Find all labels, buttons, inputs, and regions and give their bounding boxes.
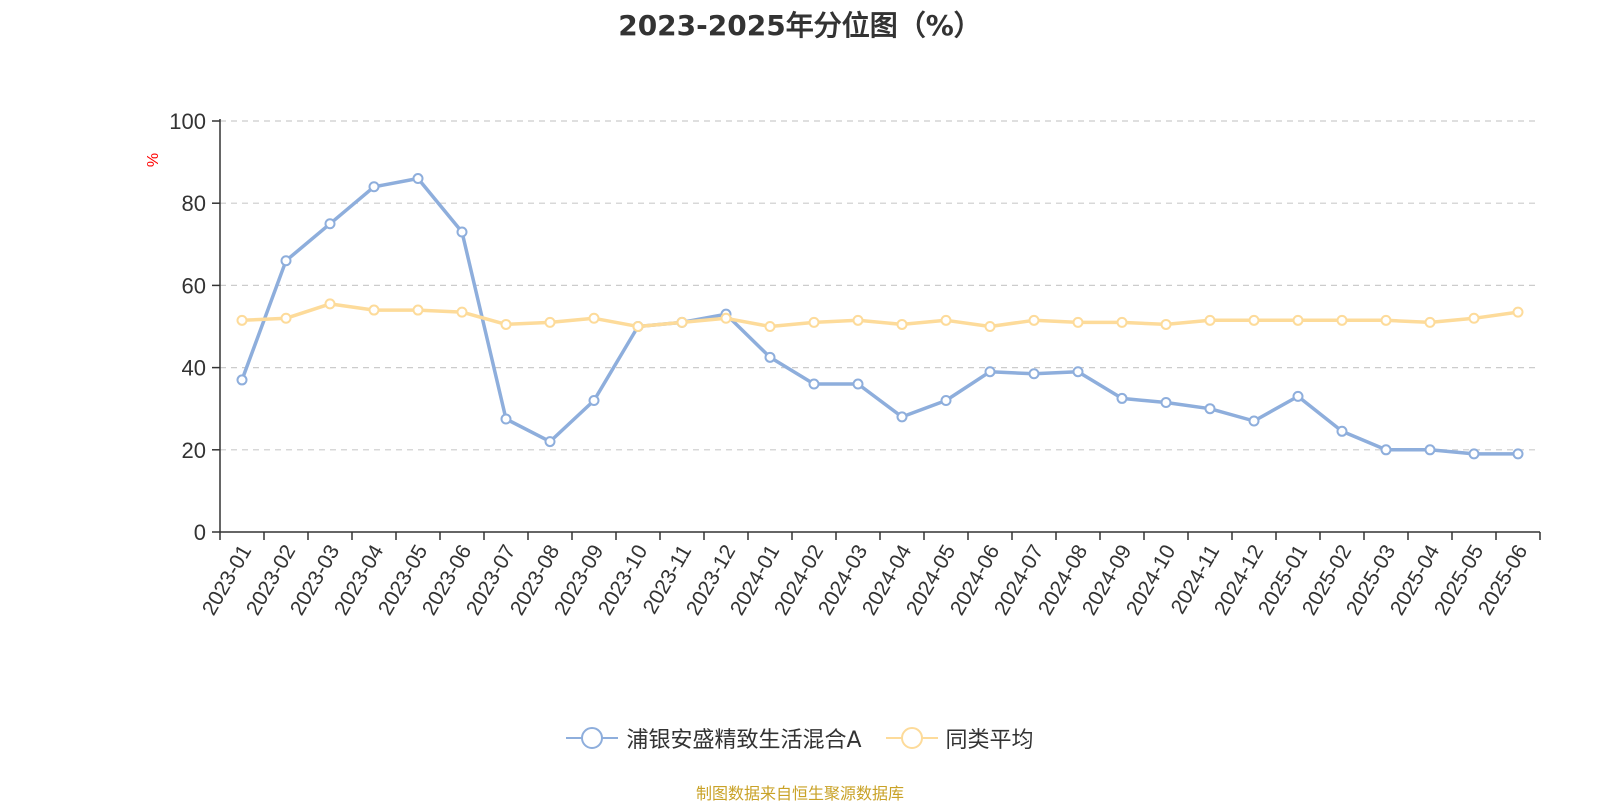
data-point[interactable]: [1248, 415, 1260, 427]
data-point[interactable]: [1380, 314, 1392, 326]
data-point[interactable]: [852, 378, 864, 390]
data-point[interactable]: [368, 181, 380, 193]
legend-series2-icon: [885, 727, 938, 749]
data-point[interactable]: [1072, 366, 1084, 378]
data-point[interactable]: [1116, 316, 1128, 328]
legend: 浦银安盛精致生活混合A 同类平均: [0, 722, 1600, 754]
y-tick-label: 80: [182, 191, 206, 216]
data-point[interactable]: [1248, 314, 1260, 326]
y-tick-label: 20: [182, 438, 206, 463]
data-point[interactable]: [808, 316, 820, 328]
series-line: [240, 176, 1518, 456]
data-point[interactable]: [412, 173, 424, 185]
series: [236, 173, 1524, 460]
data-point[interactable]: [1028, 314, 1040, 326]
data-point[interactable]: [456, 306, 468, 318]
data-point[interactable]: [1028, 368, 1040, 380]
series-line: [241, 302, 1519, 329]
data-point[interactable]: [1292, 314, 1304, 326]
series-2: [236, 298, 1524, 332]
data-point[interactable]: [764, 321, 776, 332]
y-tick-label: 0: [194, 520, 206, 545]
data-point[interactable]: [280, 312, 292, 324]
data-point[interactable]: [544, 436, 556, 448]
data-point[interactable]: [1160, 397, 1172, 409]
data-point[interactable]: [1468, 312, 1480, 324]
data-point[interactable]: [588, 394, 600, 406]
series-1: [236, 173, 1524, 460]
data-point[interactable]: [632, 321, 644, 332]
data-point[interactable]: [1424, 316, 1436, 328]
data-point[interactable]: [1336, 314, 1348, 326]
data-point[interactable]: [456, 226, 468, 238]
data-point[interactable]: [1512, 448, 1524, 460]
data-point[interactable]: [1292, 390, 1304, 402]
legend-series1-icon: [566, 727, 619, 749]
data-point[interactable]: [852, 314, 864, 326]
data-point[interactable]: [1380, 444, 1392, 456]
data-point[interactable]: [324, 218, 336, 230]
data-point[interactable]: [412, 304, 424, 316]
data-point[interactable]: [500, 413, 512, 425]
data-point[interactable]: [368, 304, 380, 316]
data-point[interactable]: [940, 394, 952, 406]
legend-item-series2[interactable]: 同类平均: [885, 722, 1034, 754]
data-point[interactable]: [1468, 448, 1480, 460]
legend-series2-label: 同类平均: [945, 728, 1034, 753]
data-point[interactable]: [1204, 403, 1216, 415]
data-point[interactable]: [764, 351, 776, 363]
data-point[interactable]: [940, 314, 952, 326]
data-point[interactable]: [588, 312, 600, 324]
data-point[interactable]: [1336, 425, 1348, 437]
data-point[interactable]: [1160, 318, 1172, 330]
data-point[interactable]: [1072, 316, 1084, 328]
data-point[interactable]: [1424, 444, 1436, 456]
source-note: 制图数据来自恒生聚源数据库: [695, 784, 904, 803]
data-point[interactable]: [500, 318, 512, 330]
data-point[interactable]: [720, 312, 732, 324]
y-tick-label: 40: [182, 356, 206, 381]
legend-series1-label: 浦银安盛精致生活混合A: [626, 728, 862, 753]
data-point[interactable]: [236, 314, 248, 326]
data-point[interactable]: [236, 374, 248, 386]
data-point[interactable]: [324, 298, 336, 310]
y-axis-unit-label: %: [145, 153, 162, 167]
legend-item-series1[interactable]: 浦银安盛精致生活混合A: [566, 722, 862, 754]
y-tick-label: 100: [169, 109, 206, 134]
data-point[interactable]: [896, 411, 908, 423]
data-point[interactable]: [984, 366, 996, 378]
y-tick-label: 60: [182, 273, 206, 298]
data-point[interactable]: [1512, 306, 1524, 318]
data-point[interactable]: [896, 318, 908, 330]
data-point[interactable]: [984, 321, 996, 332]
data-point[interactable]: [676, 316, 688, 328]
data-point[interactable]: [808, 378, 820, 390]
data-point[interactable]: [1116, 392, 1128, 404]
data-point[interactable]: [544, 316, 556, 328]
chart-title: 2023-2025年分位图（%）: [618, 9, 982, 42]
data-point[interactable]: [280, 255, 292, 267]
data-point[interactable]: [1204, 314, 1216, 326]
